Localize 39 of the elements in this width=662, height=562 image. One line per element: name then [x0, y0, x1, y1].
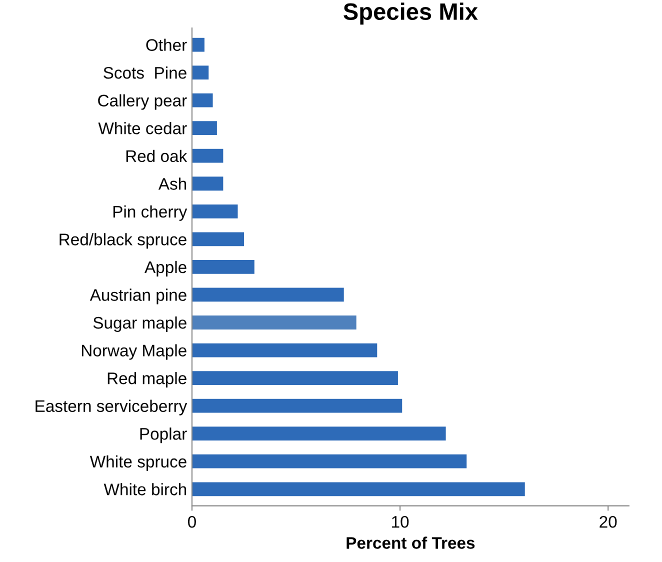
x-tick-label: 10: [392, 516, 409, 528]
y-tick-label: Ash: [158, 178, 186, 190]
y-tick-label: Norway Maple: [82, 344, 186, 360]
y-tick-label: Other: [146, 38, 187, 51]
bar: [192, 66, 209, 80]
y-tick-label: Poplar: [140, 428, 187, 444]
y-tick-label: Eastern serviceberry: [36, 400, 188, 416]
bar: [192, 316, 356, 330]
y-tick-label: Red maple: [108, 372, 186, 388]
y-tick-label: Austrian pine: [90, 288, 186, 304]
bar: [192, 371, 398, 385]
bar: [192, 482, 525, 496]
y-tick-label: White birch: [104, 483, 186, 496]
y-tick-label: Sugar maple: [93, 316, 186, 332]
y-tick-label: White cedar: [98, 122, 187, 134]
bar: [192, 426, 446, 441]
bar: [192, 176, 224, 191]
y-tick-label: Scots Pine: [104, 66, 186, 79]
y-tick-label: Pin cherry: [113, 205, 188, 221]
y-tick-label: Red oak: [126, 150, 188, 162]
bar: [192, 38, 204, 52]
bar: [192, 148, 224, 163]
bar: [192, 121, 217, 136]
bar: [192, 343, 378, 358]
y-tick-label: Callery pear: [98, 94, 187, 110]
bar: [192, 260, 254, 274]
y-tick-label: Red/black spruce: [60, 233, 186, 249]
x-tick-label: 20: [600, 516, 617, 528]
x-tick-label: 0: [188, 516, 196, 528]
bar: [192, 93, 213, 108]
bar: [192, 204, 238, 218]
bar: [192, 288, 344, 302]
bar: [192, 454, 467, 468]
bar: [192, 232, 244, 246]
y-tick-label: White spruce: [90, 455, 186, 471]
x-axis-title: Percent of Trees: [346, 536, 475, 549]
y-tick-label: Apple: [144, 260, 186, 276]
bar: [192, 398, 402, 413]
chart-title: Species Mix: [344, 2, 478, 25]
